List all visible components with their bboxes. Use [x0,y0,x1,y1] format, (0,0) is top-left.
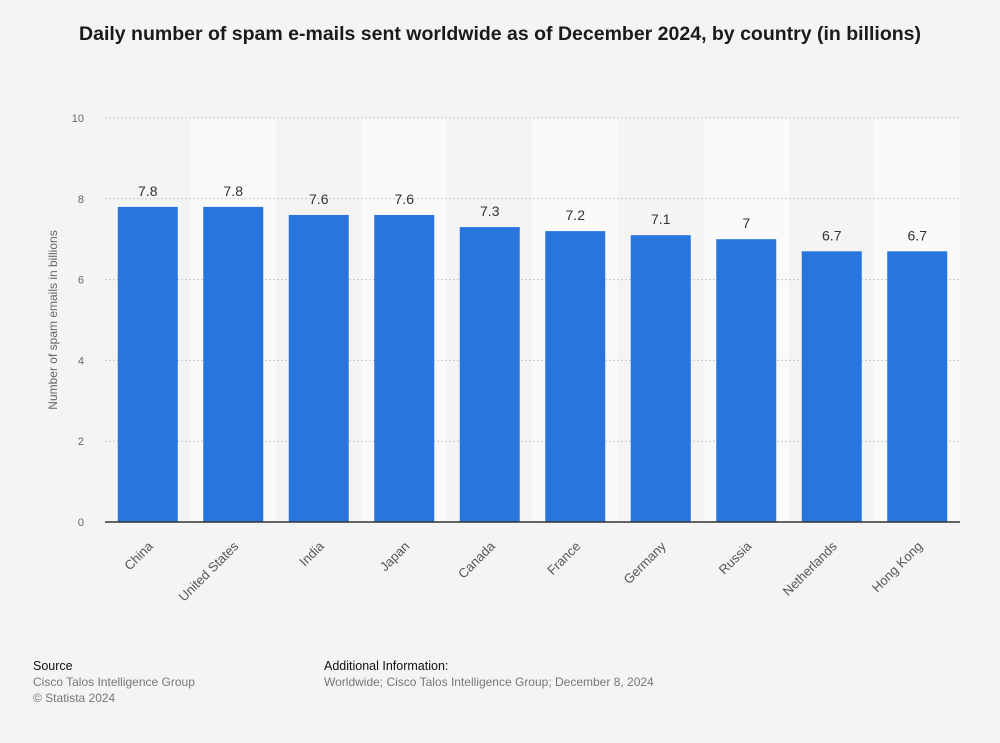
data-label: 6.7 [908,227,928,243]
bar [459,227,520,522]
y-tick-label: 10 [72,113,84,125]
bar-chart: 0 2 4 6 8 10 7.8 7.8 7.6 7.6 7.3 7.2 7.1 7 6.7 6.7 Chi… [46,113,960,604]
y-tick-label: 4 [78,355,84,367]
source-line-2: © Statista 2024 [33,691,116,705]
additional-info-block: Additional Information: Worldwide; Cisco… [324,658,654,690]
y-tick-label: 0 [78,517,84,529]
x-tick-label: Japan [377,539,413,575]
y-axis-label: Number of spam emails in billions [46,230,60,409]
data-label: 7.2 [566,207,586,223]
x-tick-label: United States [176,538,242,604]
bar [545,231,606,522]
source-block: Source Cisco Talos Intelligence Group © … [33,658,195,706]
y-axis-ticks: 0 2 4 6 8 10 [72,113,84,529]
value-labels: 7.8 7.8 7.6 7.6 7.3 7.2 7.1 7 6.7 6.7 [138,183,927,243]
bars [117,206,948,522]
x-tick-label: Germany [620,538,669,587]
data-label: 7.8 [138,183,158,199]
y-tick-label: 2 [78,436,84,448]
additional-info-text: Worldwide; Cisco Talos Intelligence Grou… [324,675,654,689]
x-tick-label: Netherlands [780,538,841,599]
source-heading: Source [33,659,73,673]
x-tick-label: Canada [455,538,498,581]
bar [117,206,178,522]
x-tick-label: India [296,538,327,569]
y-tick-label: 6 [78,275,84,287]
bar [716,239,777,522]
data-label: 7.3 [480,203,500,219]
x-tick-label: Russia [716,538,755,577]
chart-title: Daily number of spam e-mails sent worldw… [79,23,921,45]
bar [630,235,691,522]
source-line-1: Cisco Talos Intelligence Group [33,675,195,689]
bar [203,206,264,522]
bar [887,251,948,522]
data-label: 7 [742,215,750,231]
x-tick-label: China [121,538,156,573]
data-label: 6.7 [822,227,842,243]
x-axis-ticks: China United States India Japan Canada France… [121,538,925,604]
additional-info-heading: Additional Information: [324,659,449,673]
bar [288,214,349,522]
x-tick-label: Hong Kong [869,539,926,596]
x-tick-label: France [544,539,583,578]
data-label: 7.6 [309,191,329,207]
data-label: 7.8 [224,183,244,199]
data-label: 7.1 [651,211,671,227]
y-tick-label: 8 [78,194,84,206]
data-label: 7.6 [395,191,415,207]
bar [801,251,862,522]
bar [374,214,435,522]
